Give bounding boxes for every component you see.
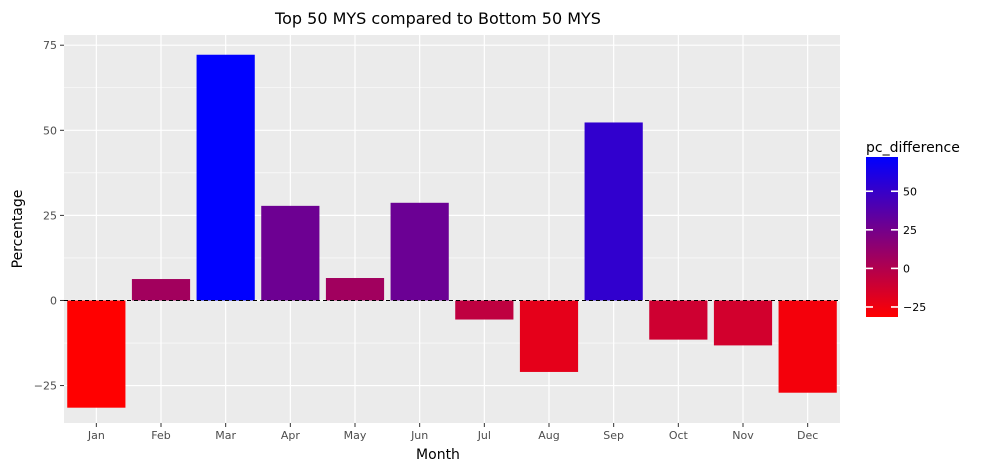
y-axis: −25 0 25 50 75 bbox=[34, 39, 64, 393]
y-tick-label: 0 bbox=[50, 294, 57, 307]
x-tick-label: Feb bbox=[151, 429, 170, 442]
legend: pc_difference −25 0 25 50 bbox=[866, 140, 960, 317]
y-tick-label: 25 bbox=[43, 209, 57, 222]
y-tick-label: −25 bbox=[34, 380, 57, 393]
legend-tick-label: −25 bbox=[903, 301, 926, 314]
bar-jan bbox=[67, 300, 126, 408]
bar-sep bbox=[584, 122, 643, 301]
legend-colorbar bbox=[866, 157, 898, 317]
x-tick-label: May bbox=[344, 429, 367, 442]
y-tick-label: 75 bbox=[43, 39, 57, 52]
bar-nov bbox=[713, 300, 773, 346]
x-tick-label: Jul bbox=[477, 429, 491, 442]
x-tick-label: Sep bbox=[603, 429, 624, 442]
x-tick-label: Nov bbox=[732, 429, 754, 442]
legend-tick-label: 50 bbox=[903, 185, 917, 198]
y-tick-label: 50 bbox=[43, 124, 57, 137]
bar-dec bbox=[778, 300, 837, 393]
x-tick-label: Mar bbox=[215, 429, 236, 442]
chart-title: Top 50 MYS compared to Bottom 50 MYS bbox=[274, 9, 601, 28]
bar-may bbox=[325, 278, 385, 301]
legend-title: pc_difference bbox=[866, 140, 960, 156]
bar-mar bbox=[196, 54, 255, 301]
x-tick-label: Jun bbox=[410, 429, 428, 442]
bar-feb bbox=[131, 279, 191, 301]
x-tick-label: Dec bbox=[797, 429, 818, 442]
bar-jul bbox=[455, 300, 514, 320]
x-tick-label: Oct bbox=[669, 429, 689, 442]
x-axis: Jan Feb Mar Apr May Jun Jul Aug Sep Oct Nov Dec bbox=[87, 423, 818, 442]
legend-tick-label: 25 bbox=[903, 224, 917, 237]
x-tick-label: Aug bbox=[538, 429, 559, 442]
bar-aug bbox=[519, 300, 579, 372]
x-tick-label: Apr bbox=[281, 429, 301, 442]
legend-ticks: −25 0 25 50 bbox=[866, 185, 926, 314]
bar-jun bbox=[390, 202, 449, 301]
x-tick-label: Jan bbox=[87, 429, 105, 442]
bar-oct bbox=[649, 300, 708, 340]
bars bbox=[67, 54, 837, 408]
legend-tick-label: 0 bbox=[903, 262, 910, 275]
plot-panel bbox=[64, 35, 840, 423]
x-axis-title: Month bbox=[416, 447, 460, 463]
y-axis-title: Percentage bbox=[10, 190, 26, 269]
bar-apr bbox=[261, 205, 320, 301]
